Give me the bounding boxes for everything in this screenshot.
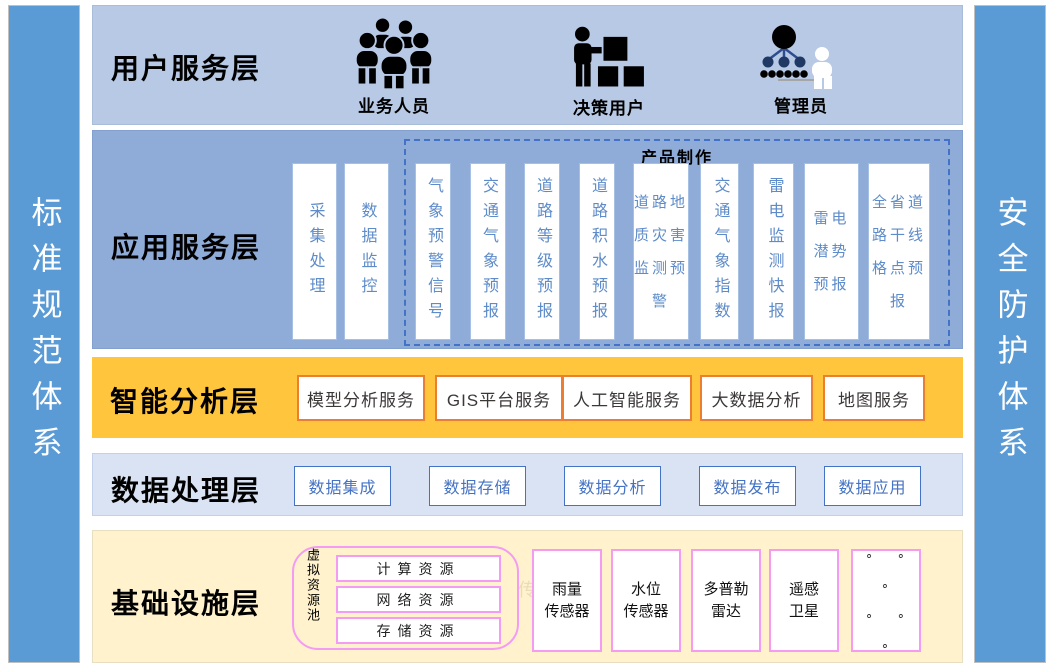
analysis-box-gis-platform: GIS平台服务: [435, 375, 563, 421]
role-admin: 管理员: [733, 12, 869, 117]
data-box-application: 数据应用: [824, 466, 921, 506]
users-group-icon: [354, 16, 434, 90]
resource-box-storage: 存储资源: [336, 617, 501, 644]
app-box-collect-process: 采集处理: [292, 163, 337, 340]
resource-box-compute: 计算资源: [336, 555, 501, 582]
role-decision-user: 决策用户: [541, 14, 677, 119]
analysis-box-bigdata: 大数据分析: [700, 375, 813, 421]
product-box-lightning-potential-forecast: 雷电潜势预报: [804, 163, 859, 340]
product-box-provincial-road-grid-forecast: 全省道路干线格点预报: [868, 163, 930, 340]
role-business-icon-wrap: [351, 12, 437, 90]
virtual-resource-pool-label: 虚拟资源池: [305, 548, 320, 623]
role-business-staff-label: 业务人员: [358, 97, 430, 116]
data-box-storage: 数据存储: [429, 466, 526, 506]
product-making-group: 产品制作: [404, 139, 950, 346]
role-business-staff: 业务人员: [326, 12, 462, 117]
data-box-integration: 数据集成: [294, 466, 391, 506]
virtual-resource-pool: 虚拟资源池 计算资源 网络资源 存储资源: [292, 546, 519, 650]
product-box-geohazard-monitor-warning: 道路地质灾害监测预警: [633, 163, 689, 340]
layer-infrastructure-label: 基础设施层: [111, 588, 262, 619]
layer-data-processing: 数据处理层 数据集成 数据存储 数据分析 数据发布 数据应用: [92, 453, 963, 516]
role-admin-label: 管理员: [774, 97, 828, 116]
sidebar-security: 安全防护体系: [974, 5, 1046, 663]
resource-box-network: 网络资源: [336, 586, 501, 613]
role-decision-icon-wrap: [570, 14, 648, 92]
device-box-doppler-radar: 多普勒 雷达: [691, 549, 761, 652]
product-box-lightning-monitor-report: 雷电监测快报: [753, 163, 794, 340]
product-box-road-water-forecast: 道路积水预报: [579, 163, 615, 340]
layer-analysis-label: 智能分析层: [110, 386, 261, 417]
decision-user-icon: [574, 26, 644, 87]
product-making-title: 产品制作: [640, 150, 713, 167]
device-box-water-sensor: 水位 传感器: [611, 549, 681, 652]
role-admin-icon-wrap: [758, 12, 844, 90]
sidebar-standards: 标准规范体系: [8, 5, 80, 663]
layer-analysis: 智能分析层 模型分析服务 GIS平台服务 人工智能服务 大数据分析 地图服务: [92, 357, 963, 438]
layer-user-services: 用户服务层 业务人员: [92, 5, 963, 125]
product-box-road-grade-forecast: 道路等级预报: [524, 163, 560, 340]
app-box-data-monitor: 数据监控: [344, 163, 389, 340]
device-box-rain-sensor: 雨量 传感器: [532, 549, 602, 652]
data-box-publish: 数据发布: [699, 466, 796, 506]
product-box-weather-warning-signal: 气象预警信号: [415, 163, 451, 340]
admin-hierarchy-icon: [760, 25, 832, 89]
product-box-traffic-weather-index: 交通气象指数: [700, 163, 739, 340]
role-decision-user-label: 决策用户: [573, 99, 645, 118]
layer-data-processing-label: 数据处理层: [111, 475, 262, 506]
layer-user-services-label: 用户服务层: [111, 53, 262, 84]
sidebar-security-label: 安全防护体系: [992, 196, 1028, 472]
layer-infrastructure: 基础设施层 传 虚拟资源池 计算资源 网络资源 存储资源 雨量 传感器 水位 传…: [92, 530, 963, 663]
device-box-more-ellipsis: ∘ ∘ ∘ ∘ ∘ ∘: [851, 548, 921, 653]
product-box-traffic-weather-forecast: 交通气象预报: [470, 163, 506, 340]
layer-app-services-label: 应用服务层: [111, 232, 262, 263]
sidebar-standards-label: 标准规范体系: [26, 196, 62, 472]
layer-app-services: 应用服务层 采集处理 数据监控 产品制作 气象预警信号 交通气象预报 道路等级预…: [92, 130, 963, 349]
analysis-box-map-service: 地图服务: [823, 375, 925, 421]
ghost-text: 传: [518, 580, 536, 600]
device-box-remote-satellite: 遥感 卫星: [769, 549, 839, 652]
analysis-box-ai-service: 人工智能服务: [562, 375, 692, 421]
analysis-box-model-service: 模型分析服务: [297, 375, 425, 421]
data-box-analysis: 数据分析: [564, 466, 661, 506]
